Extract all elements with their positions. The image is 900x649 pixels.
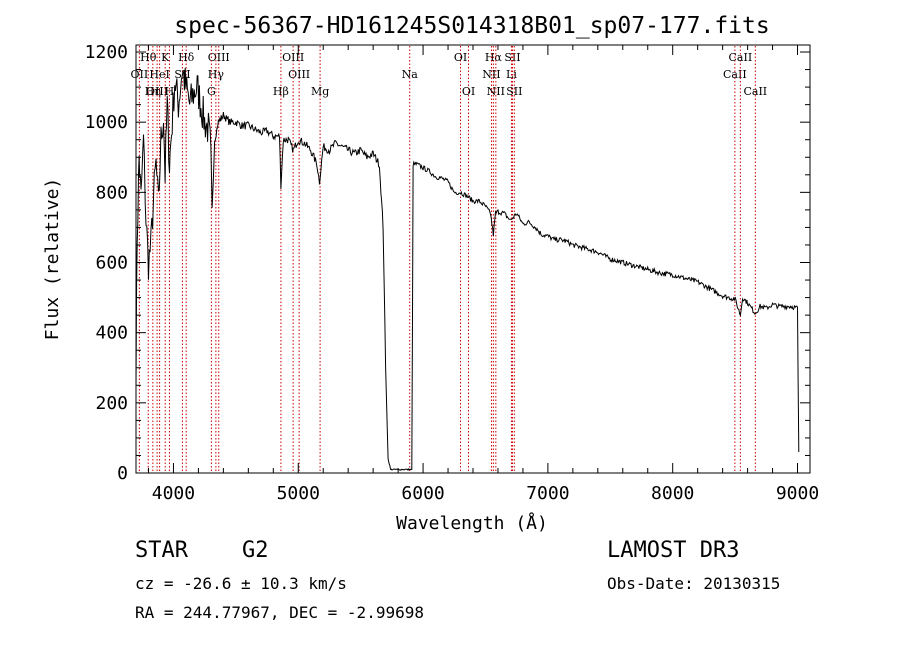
spectral-line-label: Hγ	[208, 68, 225, 81]
spectral-line-label: Mg	[311, 85, 329, 98]
spectral-line-label: H	[165, 85, 175, 98]
spectral-line-label: Hβ	[273, 85, 289, 98]
spectral-line-label: OI	[454, 51, 467, 64]
series-layer	[135, 67, 800, 471]
coordinates: RA = 244.77967, DEC = -2.99698	[135, 603, 424, 622]
spectral-line-label: SII	[504, 51, 520, 64]
spectral-line-label: OIII	[282, 51, 304, 64]
spectral-line-label: OIII	[288, 68, 310, 81]
x-tick-label: 6000	[401, 483, 444, 504]
axes-layer: 4000 5000 6000 7000 8000 9000 0 200 400 600 800 100…	[85, 42, 820, 504]
y-tick-label: 400	[95, 323, 128, 344]
spectral-line-label: OIII	[146, 85, 168, 98]
spectral-line-label: Hδ	[178, 51, 195, 64]
y-tick-label: 1000	[85, 112, 128, 133]
redshift-cz: cz = -26.6 ± 10.3 km/s	[135, 574, 347, 593]
y-tick-label: 600	[95, 253, 128, 274]
spectral-line-label: Hα	[485, 51, 503, 64]
spectral-line-label: CaII	[729, 51, 753, 64]
spectral-line-label: G	[207, 85, 216, 98]
y-tick-label: 200	[95, 393, 128, 414]
y-tick-label: 0	[117, 463, 128, 484]
x-tick-label: 7000	[526, 483, 569, 504]
spectral-line-label: NII	[482, 68, 500, 81]
observation-date: Obs-Date: 20130315	[607, 574, 781, 593]
object-subclass: G2	[242, 538, 269, 563]
y-tick-label: 800	[95, 182, 128, 203]
spectral-line-label: OIII	[208, 51, 230, 64]
spectral-line-label: Li	[506, 68, 517, 81]
spectral-line-label: Na	[402, 68, 419, 81]
x-axis-label: Wavelength (Å)	[396, 512, 548, 534]
spectral-line-label: NII	[487, 85, 505, 98]
object-class: STAR	[135, 538, 188, 563]
chart-title: spec-56367-HD161245S014318B01_sp07-177.f…	[174, 13, 769, 39]
plot-frame	[135, 44, 811, 474]
survey-name: LAMOST DR3	[607, 538, 740, 563]
y-axis-label: Flux (relative)	[42, 178, 63, 341]
y-tick-label: 1200	[85, 42, 128, 63]
spectral-line-label: Hθ	[140, 51, 157, 64]
spectral-line-label: SII	[506, 85, 522, 98]
x-tick-label: 5000	[277, 483, 320, 504]
spectrum-series-line	[135, 67, 800, 471]
spectral-line-label: OI	[462, 85, 475, 98]
spectral-line-label: OII	[131, 68, 149, 81]
spectral-line-label: Hη	[145, 85, 161, 98]
spectral-line-label: HeI	[149, 68, 169, 81]
spectral-line-label: K	[161, 51, 170, 64]
x-tick-label: 4000	[152, 483, 195, 504]
x-tick-label: 8000	[651, 483, 694, 504]
x-tick-label: 9000	[776, 483, 819, 504]
spectral-line-label: CaII	[723, 68, 747, 81]
spectral-line-label: CaII	[743, 85, 767, 98]
